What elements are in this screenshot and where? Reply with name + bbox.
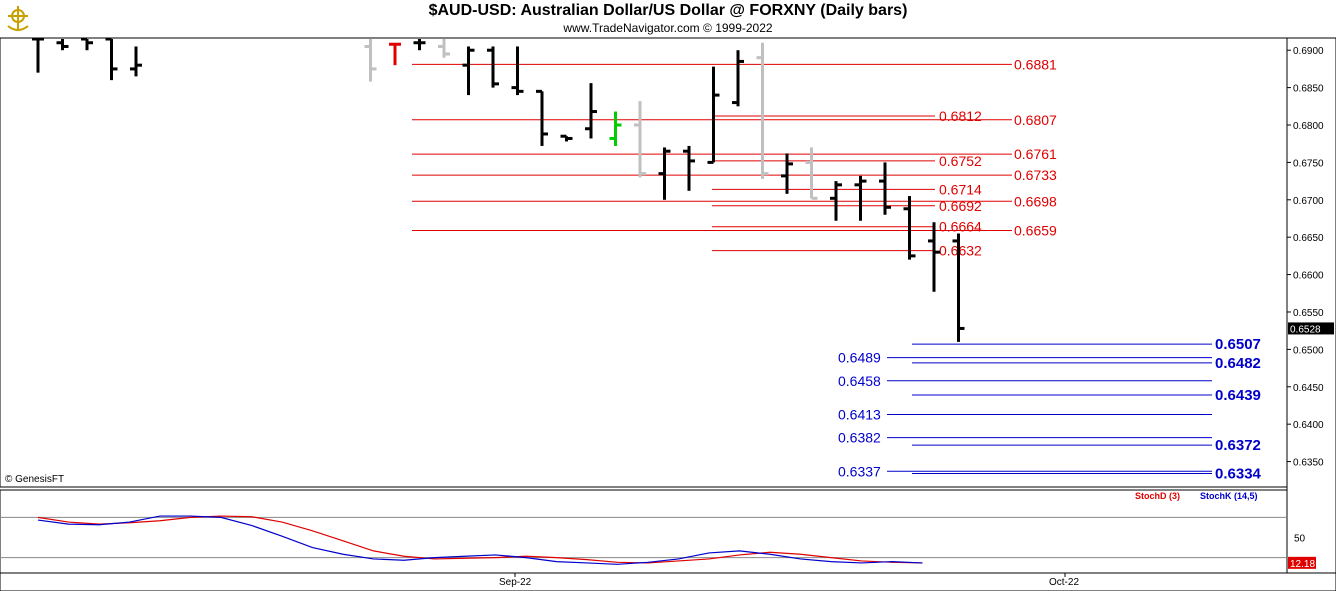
ohlc-bar — [756, 42, 769, 179]
red-level-label: 0.6761 — [1014, 146, 1057, 162]
blue-level-label: 0.6337 — [838, 463, 881, 479]
x-tick-label: Sep-22 — [499, 577, 532, 588]
y-tick-label: 0.6700 — [1293, 196, 1324, 207]
ohlc-bar — [438, 39, 450, 58]
ohlc-bar — [536, 89, 548, 146]
red-level-label: 0.6692 — [939, 198, 982, 214]
last-price-marker — [1288, 322, 1334, 335]
ohlc-bar — [56, 39, 69, 51]
chart-subtitle: www.TradeNavigator.com © 1999-2022 — [563, 21, 773, 35]
y-tick-label: 0.6800 — [1293, 121, 1324, 132]
credit-text: © GenesisFT — [5, 474, 65, 485]
red-level-label: 0.6733 — [1014, 167, 1057, 183]
y-tick-label: 0.6550 — [1293, 308, 1324, 319]
ohlc-bar — [879, 162, 891, 215]
price-panel — [0, 37, 1288, 488]
y-tick-label: 0.6350 — [1293, 458, 1324, 469]
ohlc-bar — [130, 46, 142, 77]
chart-header: $AUD-USD: Australian Dollar/US Dollar @ … — [0, 0, 1336, 38]
ohlc-bar — [560, 134, 573, 142]
x-axis-panel — [0, 572, 1336, 591]
ohlc-bar — [732, 50, 744, 107]
stoch-series-line — [37, 515, 923, 565]
ohlc-bar — [389, 42, 401, 66]
stoch-last-marker — [1288, 556, 1316, 569]
y-tick-label: 0.6850 — [1293, 84, 1324, 95]
blue-level-label: 0.6489 — [838, 350, 881, 366]
ohlc-bar — [105, 37, 118, 81]
y-tick-label: 0.6900 — [1293, 46, 1324, 57]
chart-title: $AUD-USD: Australian Dollar/US Dollar @ … — [428, 2, 908, 19]
ohlc-bar — [32, 37, 44, 73]
blue-level-label: 0.6458 — [838, 373, 881, 389]
ohlc-bar — [707, 66, 720, 164]
ohlc-bar — [658, 147, 671, 200]
ohlc-bar — [487, 46, 499, 88]
red-level-label: 0.6698 — [1014, 193, 1057, 209]
ohlc-bar — [462, 46, 475, 96]
ohlc-bar — [585, 83, 597, 139]
stoch-series-line — [37, 515, 923, 564]
blue-level-label: 0.6413 — [838, 406, 881, 422]
ohlc-bar — [952, 233, 965, 342]
ohlc-bar — [928, 222, 940, 292]
ohlc-bar — [854, 175, 867, 221]
y-axis-panel — [1286, 37, 1336, 574]
ohlc-bar — [781, 153, 793, 194]
ohlc-bar — [81, 37, 93, 51]
ohlc-bar — [413, 39, 426, 51]
stoch-last-label: 12.18 — [1290, 559, 1315, 570]
y-tick-label: 0.6500 — [1293, 345, 1324, 356]
y-tick-label: 0.6650 — [1293, 233, 1324, 244]
y-tick-label: 0.6400 — [1293, 420, 1324, 431]
red-level-label: 0.6752 — [939, 153, 982, 169]
red-level-label: 0.6659 — [1014, 222, 1057, 238]
y-tick-label: 0.6450 — [1293, 383, 1324, 394]
blue-level-label: 0.6334 — [1215, 466, 1262, 483]
blue-level-label: 0.6372 — [1215, 437, 1261, 454]
legend-stochd: StochD (3) — [1135, 491, 1180, 501]
red-level-label: 0.6807 — [1014, 112, 1057, 128]
ohlc-bar — [609, 111, 622, 146]
red-level-label: 0.6632 — [939, 243, 982, 259]
red-level-label: 0.6714 — [939, 181, 982, 197]
blue-level-label: 0.6507 — [1215, 336, 1261, 353]
y-tick-label: 0.6750 — [1293, 158, 1324, 169]
x-tick-label: Oct-22 — [1049, 577, 1079, 588]
y-tick-label: 0.6600 — [1293, 271, 1324, 282]
red-level-label: 0.6664 — [939, 219, 982, 235]
stoch-y-label: 50 — [1294, 534, 1306, 545]
trade-navigator-logo-icon — [7, 6, 29, 31]
ohlc-bar — [683, 145, 695, 191]
ohlc-bar — [805, 147, 818, 200]
red-level-label: 0.6881 — [1014, 56, 1057, 72]
blue-level-label: 0.6382 — [838, 430, 881, 446]
ohlc-bar — [830, 181, 842, 221]
ohlc-bar — [634, 101, 646, 178]
stochastic-panel — [0, 489, 1288, 574]
ohlc-bar — [364, 39, 377, 82]
red-level-label: 0.6812 — [939, 108, 982, 124]
last-price-label: 0.6528 — [1290, 324, 1321, 335]
ohlc-bar — [903, 196, 916, 260]
blue-level-label: 0.6482 — [1215, 355, 1261, 372]
ohlc-bar — [511, 46, 524, 96]
legend-stochk: StochK (14,5) — [1200, 491, 1258, 501]
blue-level-label: 0.6439 — [1215, 387, 1261, 404]
